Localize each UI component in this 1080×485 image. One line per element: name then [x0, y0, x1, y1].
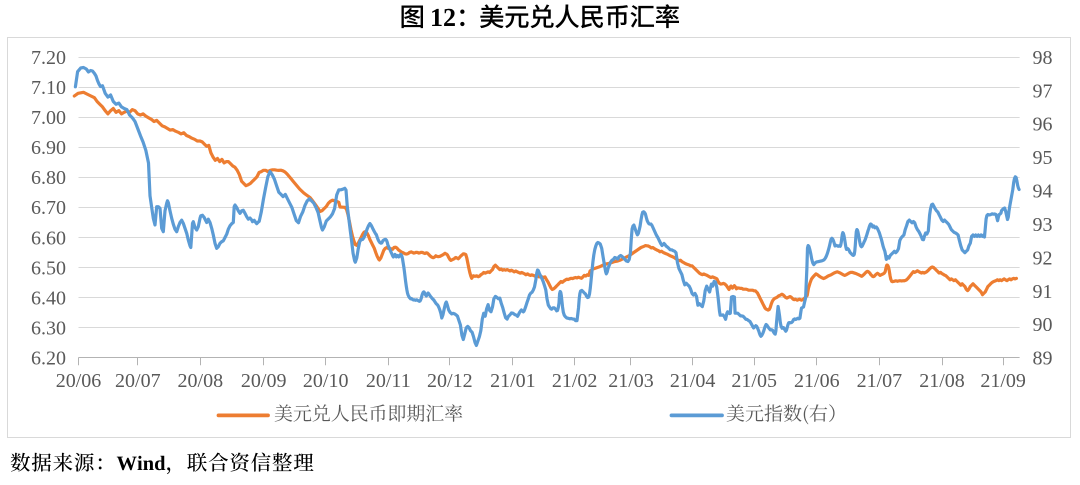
- svg-text:20/08: 20/08: [178, 370, 224, 392]
- svg-text:21/03: 21/03: [608, 370, 654, 392]
- svg-text:6.30: 6.30: [31, 318, 66, 340]
- svg-text:21/01: 21/01: [490, 370, 536, 392]
- svg-text:6.90: 6.90: [31, 137, 66, 159]
- svg-text:21/02: 21/02: [552, 370, 598, 392]
- svg-text:96: 96: [1033, 114, 1053, 136]
- svg-text:91: 91: [1033, 281, 1053, 303]
- svg-text:7.20: 7.20: [31, 47, 66, 69]
- svg-text:20/12: 20/12: [427, 370, 473, 392]
- svg-text:6.80: 6.80: [31, 167, 66, 189]
- svg-text:21/05: 21/05: [731, 370, 777, 392]
- svg-text:21/07: 21/07: [857, 370, 903, 392]
- svg-text:94: 94: [1033, 181, 1053, 203]
- svg-text:21/04: 21/04: [670, 370, 716, 392]
- svg-text:20/06: 20/06: [56, 370, 102, 392]
- svg-text:21/06: 21/06: [794, 370, 840, 392]
- svg-text:21/08: 21/08: [919, 370, 965, 392]
- svg-text:6.40: 6.40: [31, 288, 66, 310]
- svg-text:20/11: 20/11: [366, 370, 411, 392]
- svg-text:7.10: 7.10: [31, 77, 66, 99]
- svg-text:89: 89: [1033, 348, 1053, 370]
- svg-text:92: 92: [1033, 247, 1053, 269]
- svg-text:6.70: 6.70: [31, 197, 66, 219]
- svg-text:20/10: 20/10: [303, 370, 349, 392]
- svg-text:90: 90: [1033, 314, 1053, 336]
- svg-text:97: 97: [1033, 80, 1053, 102]
- svg-text:7.00: 7.00: [31, 107, 66, 129]
- svg-text:6.60: 6.60: [31, 227, 66, 249]
- svg-text:98: 98: [1033, 47, 1053, 69]
- svg-text:95: 95: [1033, 147, 1053, 169]
- svg-text:6.20: 6.20: [31, 348, 66, 370]
- svg-text:20/09: 20/09: [241, 370, 287, 392]
- svg-text:21/09: 21/09: [980, 370, 1026, 392]
- svg-text:20/07: 20/07: [115, 370, 161, 392]
- svg-text:6.50: 6.50: [31, 257, 66, 279]
- svg-text:93: 93: [1033, 214, 1053, 236]
